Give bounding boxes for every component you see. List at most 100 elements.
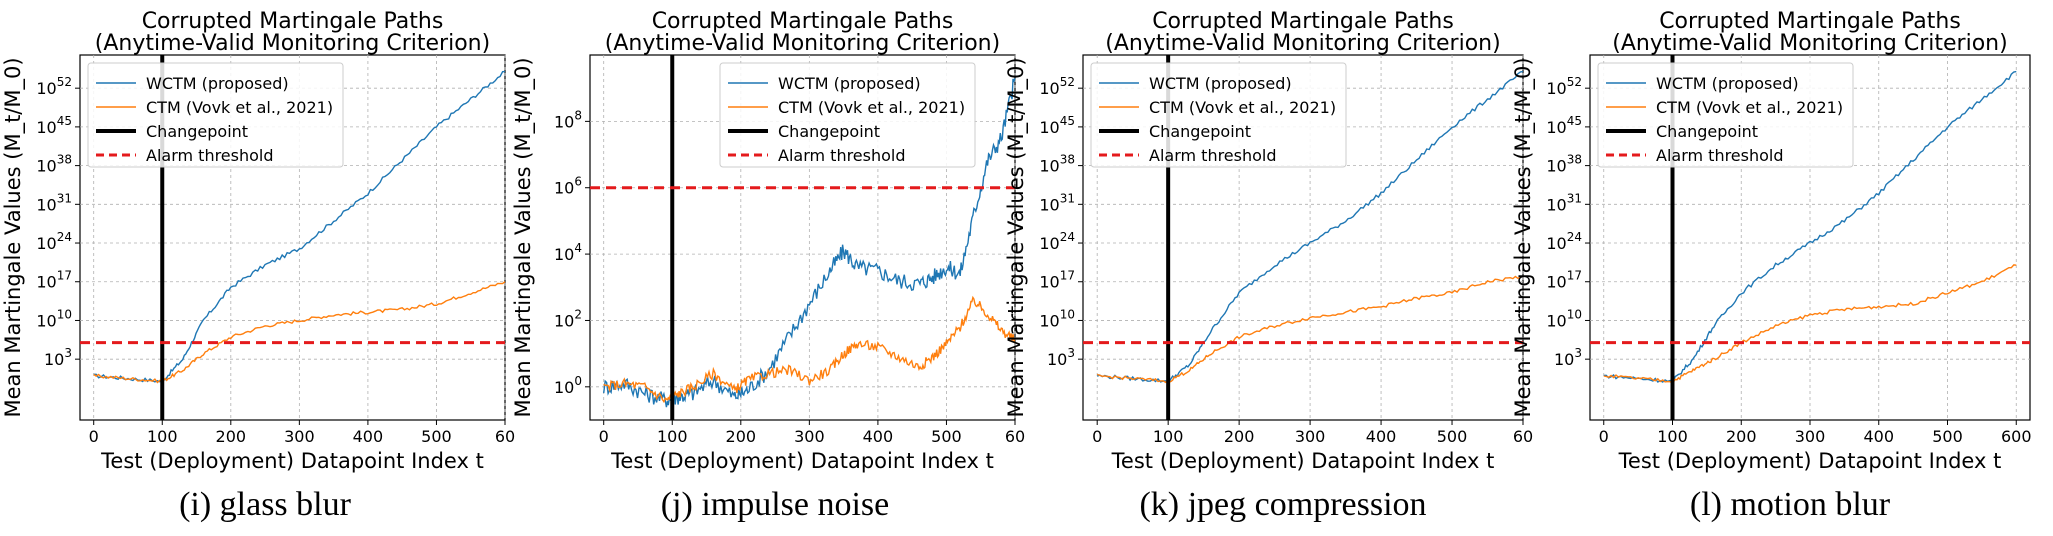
y-tick-label: 1045 <box>1039 114 1075 137</box>
subfigure-caption: (l) motion blur <box>1690 486 1891 523</box>
y-tick-label: 1017 <box>1546 269 1582 292</box>
chart-title: Corrupted Martingale Paths <box>1659 9 1961 34</box>
y-tick-label: 1010 <box>36 307 72 330</box>
y-tick-label: 1017 <box>36 269 72 292</box>
y-axis-label: Mean Martingale Values (M_t/M_0) <box>511 57 536 417</box>
x-tick-label: 300 <box>284 427 315 446</box>
x-tick-label: 100 <box>657 427 688 446</box>
y-tick-label: 1024 <box>1039 230 1075 253</box>
x-axis-label: Test (Deployment) Datapoint Index t <box>1111 449 1495 473</box>
x-tick-label: 200 <box>1224 427 1255 446</box>
chart-panel-4: 0 100 200 300 400 500 600 103 1010 1017 1024 1031 10… <box>1511 9 2032 523</box>
ctm-line <box>93 281 506 384</box>
y-tick-label: 103 <box>1047 346 1075 369</box>
y-tick-label: 1031 <box>1039 191 1075 214</box>
x-tick-label: 500 <box>931 427 962 446</box>
y-tick-label: 1052 <box>1546 75 1582 98</box>
x-tick-label: 300 <box>1795 427 1826 446</box>
legend-label: Alarm threshold <box>1656 146 1784 165</box>
x-tick-label: 500 <box>1932 427 1963 446</box>
y-tick-label: 1052 <box>1039 75 1075 98</box>
y-tick-label: 1052 <box>36 75 72 98</box>
legend-box <box>719 62 976 168</box>
x-tick-label: 200 <box>726 427 757 446</box>
y-axis-label: Mean Martingale Values (M_t/M_0) <box>1004 57 1029 417</box>
legend-label: Alarm threshold <box>146 146 274 165</box>
chart-subtitle: (Anytime-Valid Monitoring Criterion) <box>605 31 1000 56</box>
y-tick-label: 104 <box>554 241 582 264</box>
y-tick-label: 103 <box>44 346 72 369</box>
legend-label: WCTM (proposed) <box>146 74 289 93</box>
legend-box <box>1597 62 1854 168</box>
legend: WCTM (proposed) CTM (Vovk et al., 2021) Ch… <box>87 62 344 168</box>
x-tick-label: 400 <box>353 427 384 446</box>
y-tick-label: 1031 <box>36 191 72 214</box>
legend-label: Changepoint <box>146 122 248 141</box>
legend-label: Alarm threshold <box>1149 146 1277 165</box>
chart-title: Corrupted Martingale Paths <box>1152 9 1454 34</box>
legend-label: Changepoint <box>1656 122 1758 141</box>
x-tick-label: 0 <box>1092 427 1102 446</box>
x-tick-label: 100 <box>147 427 178 446</box>
y-tick-label: 1038 <box>1039 153 1075 176</box>
y-axis-label: Mean Martingale Values (M_t/M_0) <box>1511 57 1536 417</box>
legend: WCTM (proposed) CTM (Vovk et al., 2021) Ch… <box>1597 62 1854 168</box>
x-tick-label: 500 <box>421 427 452 446</box>
subfigure-caption: (i) glass blur <box>179 486 352 523</box>
subfigure-caption: (k) jpeg compression <box>1139 486 1426 523</box>
chart-subtitle: (Anytime-Valid Monitoring Criterion) <box>1612 31 2007 56</box>
y-tick-label: 106 <box>554 175 582 198</box>
legend-label: CTM (Vovk et al., 2021) <box>146 98 333 117</box>
y-tick-label: 1024 <box>1546 230 1582 253</box>
x-tick-label: 60 <box>1513 427 1533 446</box>
x-tick-label: 60 <box>495 427 515 446</box>
y-tick-label: 1010 <box>1039 307 1075 330</box>
y-tick-label: 1045 <box>36 114 72 137</box>
y-tick-label: 1045 <box>1546 114 1582 137</box>
chart-title: Corrupted Martingale Paths <box>652 9 954 34</box>
legend: WCTM (proposed) CTM (Vovk et al., 2021) Ch… <box>1090 62 1347 168</box>
chart-title: Corrupted Martingale Paths <box>142 9 444 34</box>
x-tick-label: 400 <box>1366 427 1397 446</box>
legend-label: Changepoint <box>778 122 880 141</box>
ctm-line <box>1096 275 1524 384</box>
chart-subtitle: (Anytime-Valid Monitoring Criterion) <box>95 31 490 56</box>
legend-label: WCTM (proposed) <box>1656 74 1799 93</box>
x-tick-label: 200 <box>1726 427 1757 446</box>
wctm-line <box>603 77 1016 408</box>
x-tick-label: 100 <box>1153 427 1184 446</box>
x-tick-label: 0 <box>89 427 99 446</box>
y-tick-label: 1024 <box>36 230 72 253</box>
ctm-line <box>1603 264 2017 384</box>
legend-box <box>1090 62 1347 168</box>
y-axis-label: Mean Martingale Values (M_t/M_0) <box>1 57 26 417</box>
x-tick-label: 400 <box>1863 427 1894 446</box>
y-tick-label: 1017 <box>1039 269 1075 292</box>
legend-label: CTM (Vovk et al., 2021) <box>1149 98 1336 117</box>
legend-label: Alarm threshold <box>778 146 906 165</box>
x-tick-label: 600 <box>2001 427 2032 446</box>
x-axis-label: Test (Deployment) Datapoint Index t <box>610 449 994 473</box>
y-tick-label: 100 <box>554 374 582 397</box>
y-tick-label: 102 <box>554 307 582 330</box>
y-tick-label: 1031 <box>1546 191 1582 214</box>
y-tick-label: 1010 <box>1546 307 1582 330</box>
chart-panel-3: 0 100 200 300 400 500 60 103 1010 1017 1024 1031 103… <box>1004 9 1533 523</box>
wctm-line <box>1096 70 1524 384</box>
legend-label: CTM (Vovk et al., 2021) <box>1656 98 1843 117</box>
x-tick-label: 0 <box>599 427 609 446</box>
y-tick-label: 1038 <box>36 153 72 176</box>
x-tick-label: 0 <box>1599 427 1609 446</box>
legend: WCTM (proposed) CTM (Vovk et al., 2021) Ch… <box>719 62 976 168</box>
x-tick-label: 300 <box>794 427 825 446</box>
ctm-line <box>603 295 1016 404</box>
chart-panel-1: 0 100 200 300 400 500 60 103 1010 1017 1024 1031 103… <box>1 9 515 523</box>
x-axis-label: Test (Deployment) Datapoint Index t <box>100 449 484 473</box>
legend-label: WCTM (proposed) <box>1149 74 1292 93</box>
subfigure-caption: (j) impulse noise <box>661 486 890 523</box>
y-tick-label: 1038 <box>1546 153 1582 176</box>
legend-box <box>87 62 344 168</box>
chart-panel-2: 0 100 200 300 400 500 60 100 102 104 106 108 Corrupt… <box>511 9 1025 523</box>
